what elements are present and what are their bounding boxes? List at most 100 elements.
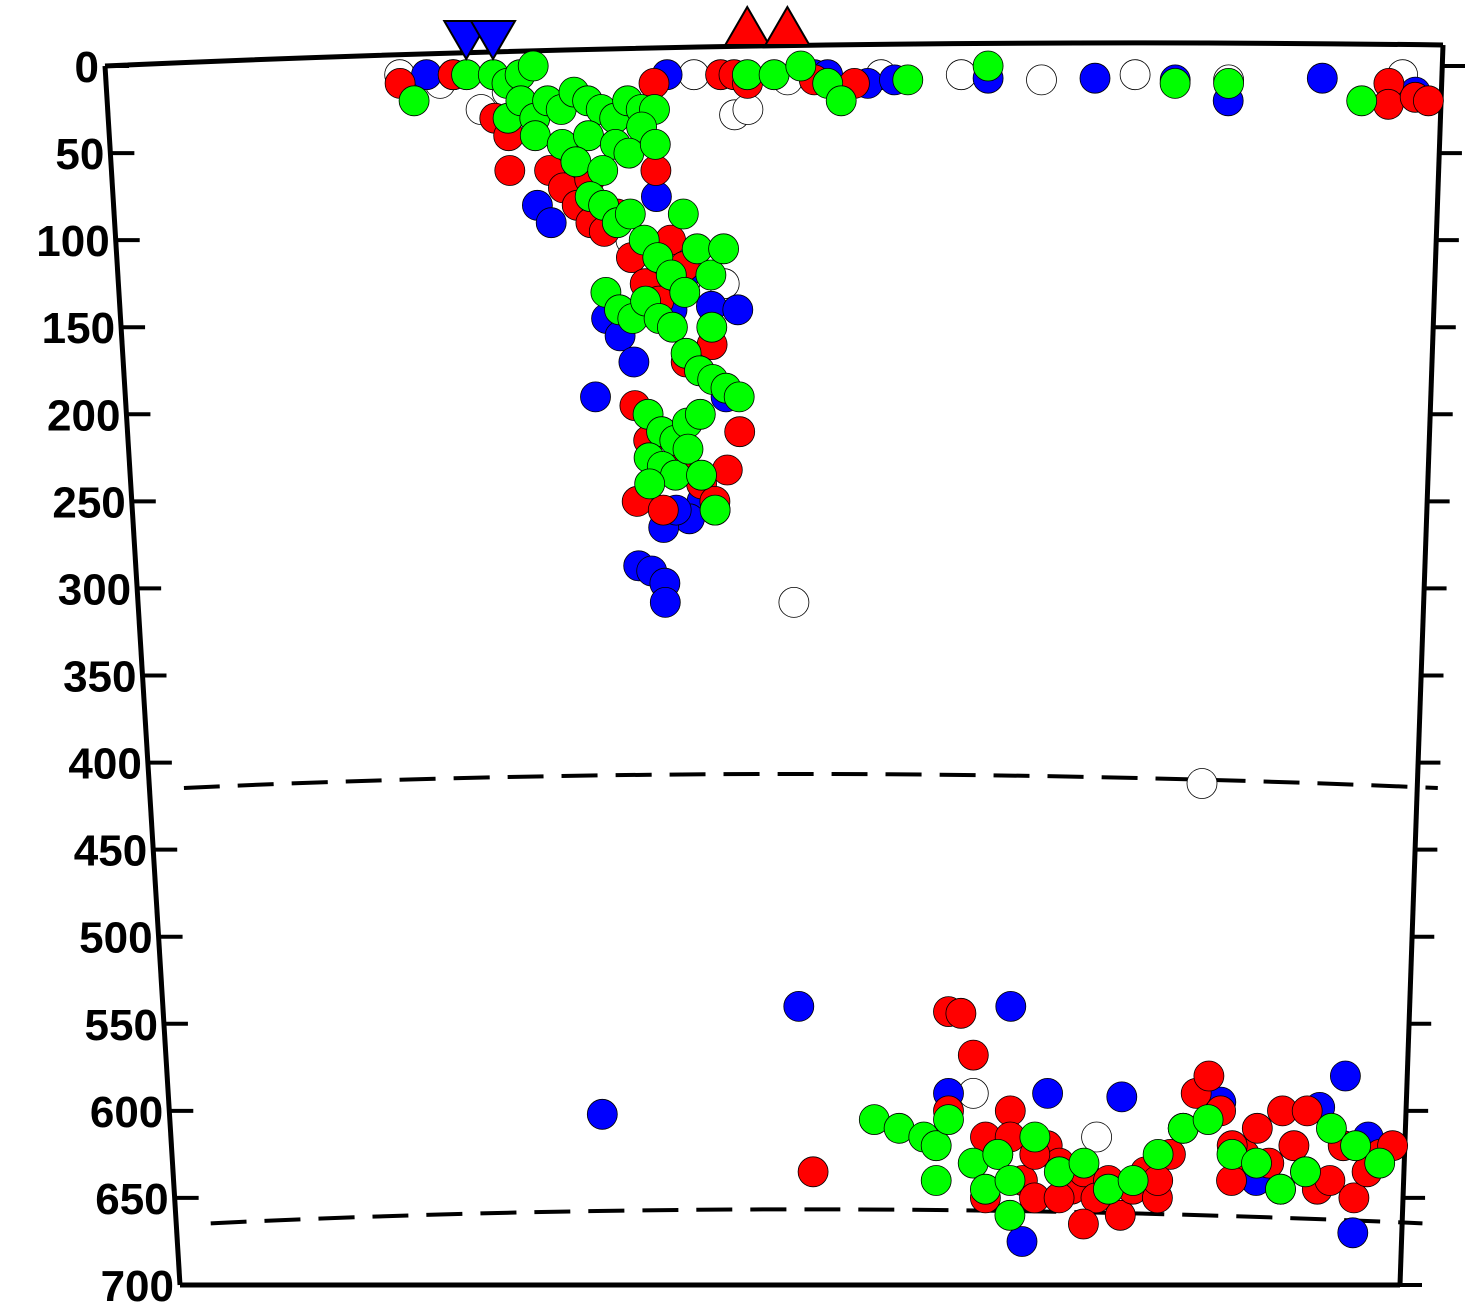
data-point xyxy=(1193,1060,1225,1092)
y-axis-ticks: 0 50 100 150 200 250 300 350 400 450 500 550 600 650 7… xyxy=(36,43,1465,1311)
data-point xyxy=(535,207,567,239)
data-point xyxy=(1159,68,1191,99)
data-point xyxy=(758,59,790,91)
data-point xyxy=(783,991,815,1022)
data-point xyxy=(519,120,551,152)
data-points xyxy=(384,50,1444,1257)
data-point xyxy=(957,1039,989,1071)
data-point xyxy=(1337,1217,1369,1249)
data-point xyxy=(920,1165,952,1196)
data-point xyxy=(398,85,430,117)
data-point xyxy=(945,59,977,91)
data-point xyxy=(1081,1121,1112,1153)
y-tick-label: 100 xyxy=(36,217,109,266)
data-point xyxy=(641,181,672,213)
y-tick-label: 0 xyxy=(75,43,99,92)
data-point xyxy=(660,459,691,491)
data-point xyxy=(586,1098,618,1130)
plot-frame xyxy=(102,40,1446,1288)
data-point xyxy=(1117,1165,1149,1196)
data-point xyxy=(657,311,688,343)
reference-lines xyxy=(183,771,1438,1226)
data-point xyxy=(678,59,710,91)
data-point xyxy=(1006,1226,1038,1257)
trench-marker xyxy=(469,20,517,61)
data-point xyxy=(699,494,731,526)
data-point xyxy=(1142,1139,1174,1170)
data-point xyxy=(708,233,739,265)
data-point xyxy=(684,398,716,430)
data-point xyxy=(994,1095,1026,1127)
data-point xyxy=(732,94,764,125)
data-point xyxy=(1340,1130,1371,1162)
data-point xyxy=(722,294,754,326)
data-point xyxy=(711,454,743,486)
data-point xyxy=(1192,1104,1224,1135)
data-point xyxy=(785,50,817,82)
data-point xyxy=(797,1156,829,1188)
data-point xyxy=(639,128,671,160)
data-point xyxy=(614,198,646,230)
y-tick-label: 500 xyxy=(79,914,152,963)
y-tick-label: 300 xyxy=(58,565,131,614)
data-point xyxy=(638,68,670,99)
data-point xyxy=(517,50,549,82)
data-point xyxy=(1106,1081,1138,1113)
surface-markers xyxy=(442,5,812,61)
data-point xyxy=(995,991,1027,1022)
y-tick-label: 600 xyxy=(90,1088,163,1137)
data-point xyxy=(1346,85,1378,117)
data-point xyxy=(1216,1165,1247,1196)
ref-line-660 xyxy=(210,1207,1423,1226)
data-point xyxy=(1032,1078,1063,1109)
data-point xyxy=(681,233,713,265)
data-point xyxy=(560,146,592,178)
data-point xyxy=(411,59,442,91)
y-tick-label: 200 xyxy=(47,391,120,440)
data-point xyxy=(696,311,728,343)
data-point xyxy=(647,494,679,526)
data-point xyxy=(1119,59,1151,91)
y-tick-label: 700 xyxy=(101,1262,174,1311)
data-point xyxy=(1278,1130,1310,1162)
data-point xyxy=(1213,68,1244,99)
y-tick-label: 250 xyxy=(52,478,125,527)
frame-right xyxy=(1397,44,1446,1286)
data-point xyxy=(1330,1060,1361,1092)
data-point xyxy=(1290,1156,1321,1188)
data-point xyxy=(1068,1147,1100,1179)
data-point xyxy=(1306,62,1338,94)
y-tick-label: 50 xyxy=(55,130,104,179)
data-point xyxy=(613,137,645,169)
data-point xyxy=(587,155,619,186)
data-point xyxy=(667,198,699,230)
ref-line-410 xyxy=(183,771,1438,790)
y-tick-label: 650 xyxy=(95,1175,168,1224)
data-point xyxy=(695,259,727,291)
y-tick-label: 400 xyxy=(68,740,141,789)
data-point xyxy=(649,587,681,618)
volcano-marker xyxy=(763,5,812,46)
data-point xyxy=(994,1199,1026,1231)
data-point xyxy=(634,468,666,500)
data-point xyxy=(1186,768,1218,799)
data-point xyxy=(1026,64,1057,96)
data-point xyxy=(451,59,483,91)
data-point xyxy=(494,155,526,186)
data-point xyxy=(892,64,924,96)
data-point xyxy=(1413,85,1444,117)
data-point xyxy=(1241,1112,1273,1144)
data-point xyxy=(1079,62,1111,94)
y-tick-label: 450 xyxy=(74,827,147,876)
data-point xyxy=(1068,1208,1099,1240)
data-point xyxy=(618,346,650,378)
data-point xyxy=(920,1130,952,1162)
data-point xyxy=(1241,1147,1272,1179)
data-point xyxy=(724,416,756,448)
data-point xyxy=(580,381,611,413)
volcano-marker xyxy=(723,5,771,46)
data-point xyxy=(982,1139,1014,1170)
y-tick-label: 350 xyxy=(63,653,136,702)
data-point xyxy=(1364,1147,1396,1179)
